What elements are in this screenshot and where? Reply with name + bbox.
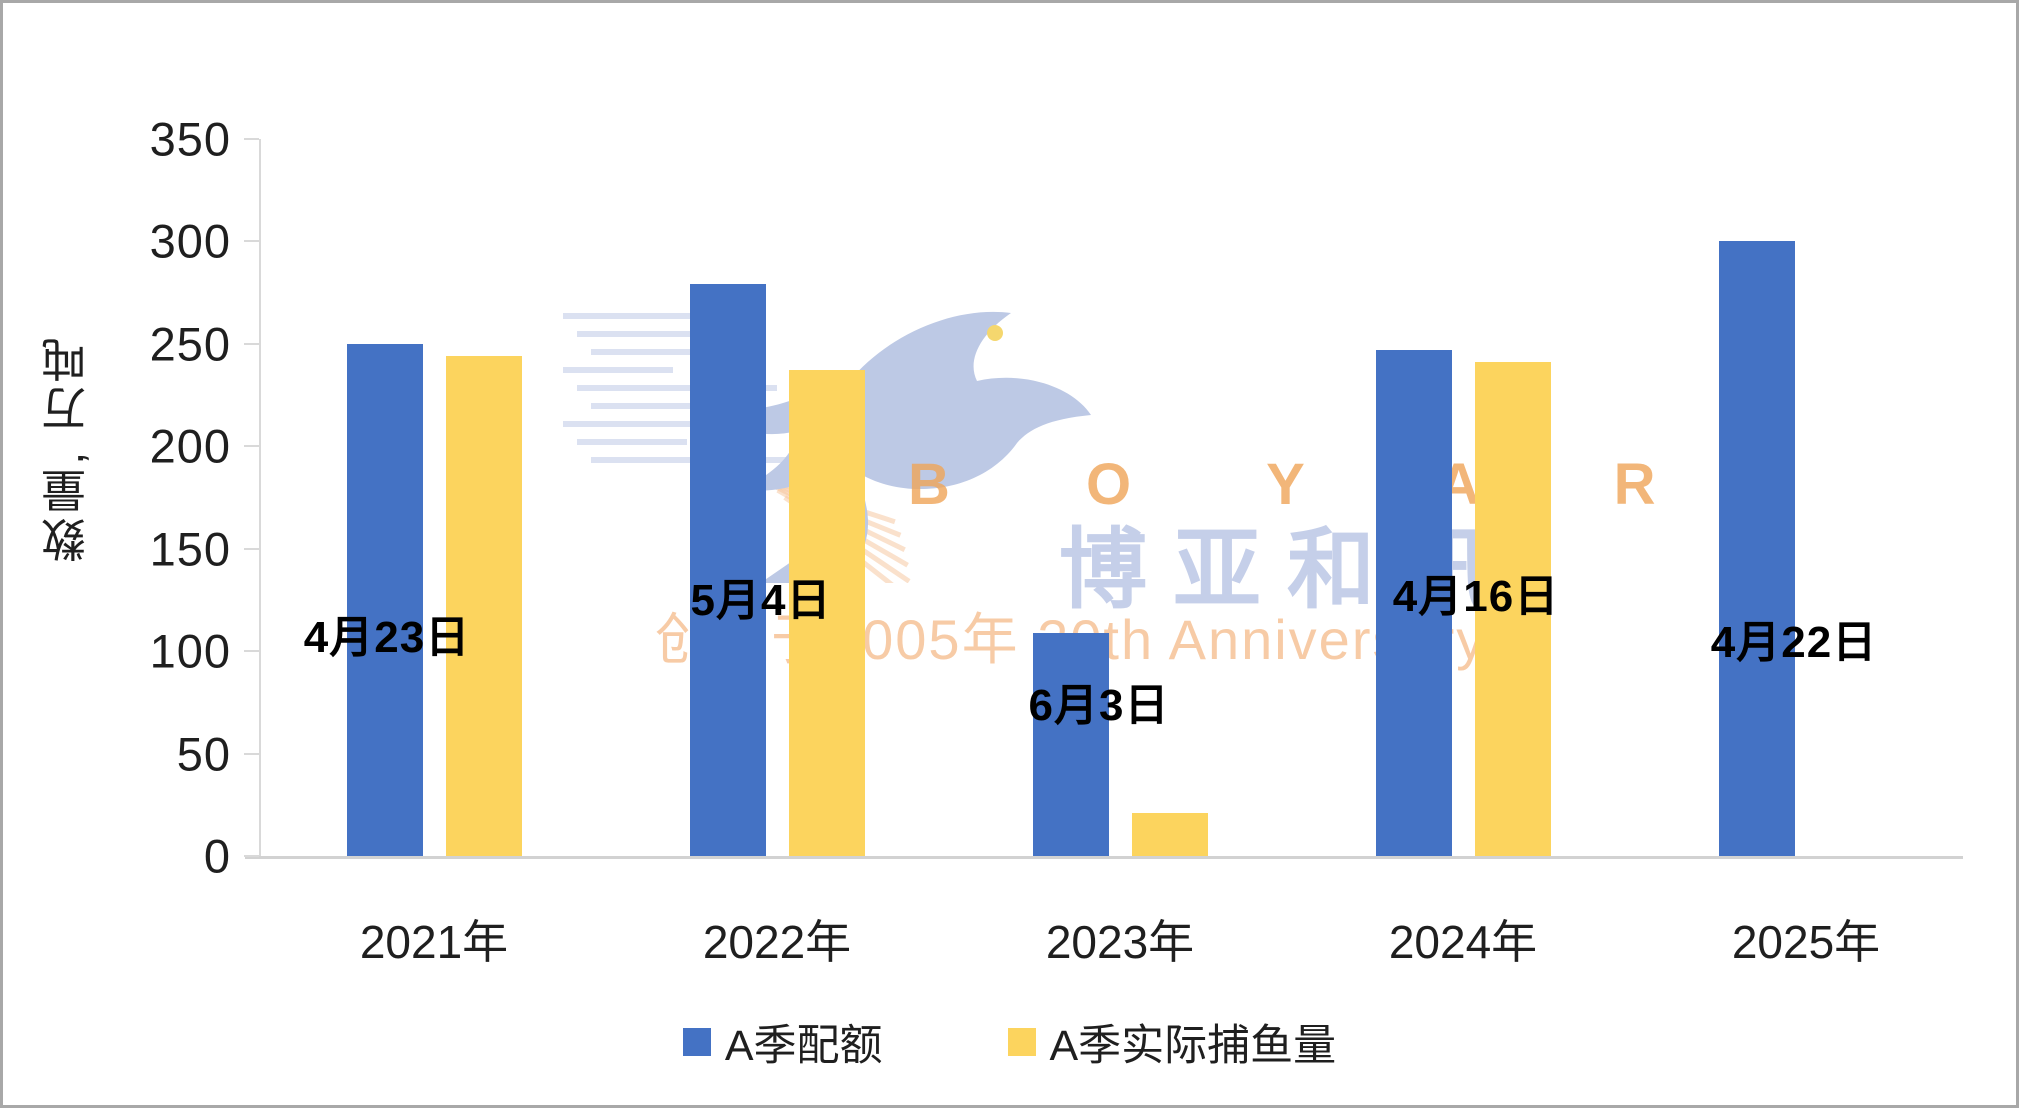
x-axis-label-2024年: 2024年 xyxy=(1388,916,1538,968)
y-tick-mark-350 xyxy=(244,137,259,140)
y-tick-mark-100 xyxy=(244,650,259,653)
y-tick-mark-300 xyxy=(244,240,259,243)
y-tick-mark-250 xyxy=(244,342,259,345)
date-label-6月3日: 6月3日 xyxy=(1028,681,1170,730)
y-tick-label-50: 50 xyxy=(176,727,231,781)
legend-swatch-catch xyxy=(1007,1028,1036,1056)
y-tick-mark-50 xyxy=(244,752,259,755)
legend-item-catch: A季实际捕鱼量 xyxy=(1007,1011,1337,1073)
date-label-5月4日: 5月4日 xyxy=(690,576,832,625)
bar-A季配额-2025年 xyxy=(1718,241,1795,856)
y-tick-label-0: 0 xyxy=(203,829,231,883)
dove-body-icon xyxy=(715,311,1091,491)
legend-item-quota: A季配额 xyxy=(682,1011,883,1073)
x-axis-label-2021年: 2021年 xyxy=(359,916,509,968)
y-axis-line xyxy=(259,139,261,856)
bar-A季实际捕鱼量-2023年 xyxy=(1131,812,1208,856)
y-axis-title: 数量, 万吨 xyxy=(42,333,93,563)
dove-eye-icon xyxy=(987,325,1003,341)
y-tick-label-300: 300 xyxy=(149,214,231,268)
bar-A季实际捕鱼量-2024年 xyxy=(1474,362,1551,856)
legend-swatch-quota xyxy=(682,1028,711,1056)
bar-A季实际捕鱼量-2021年 xyxy=(445,356,522,856)
date-label-4月23日: 4月23日 xyxy=(303,613,471,662)
y-tick-label-100: 100 xyxy=(149,624,231,678)
legend-label-catch: A季实际捕鱼量 xyxy=(1049,1022,1337,1070)
y-tick-label-250: 250 xyxy=(149,317,231,371)
y-tick-mark-150 xyxy=(244,547,259,550)
watermark-brand-letters: B O Y A R xyxy=(908,452,1716,517)
bar-A季配额-2023年 xyxy=(1032,632,1109,856)
date-label-4月16日: 4月16日 xyxy=(1392,572,1560,621)
y-tick-label-150: 150 xyxy=(149,522,231,576)
bar-A季配额-2021年 xyxy=(346,343,423,856)
bar-A季配额-2024年 xyxy=(1375,349,1452,856)
y-tick-label-200: 200 xyxy=(149,419,231,473)
x-axis-label-2025年: 2025年 xyxy=(1731,916,1881,968)
x-axis-label-2023年: 2023年 xyxy=(1045,916,1195,968)
y-tick-label-350: 350 xyxy=(149,112,231,166)
y-tick-mark-0 xyxy=(244,855,259,857)
y-tick-mark-200 xyxy=(244,445,259,448)
date-label-4月22日: 4月22日 xyxy=(1710,618,1878,667)
legend: A季配额 A季实际捕鱼量 xyxy=(3,1011,2016,1073)
x-axis-line xyxy=(245,856,1963,859)
legend-label-quota: A季配额 xyxy=(724,1022,883,1070)
x-axis-label-2022年: 2022年 xyxy=(702,916,852,968)
